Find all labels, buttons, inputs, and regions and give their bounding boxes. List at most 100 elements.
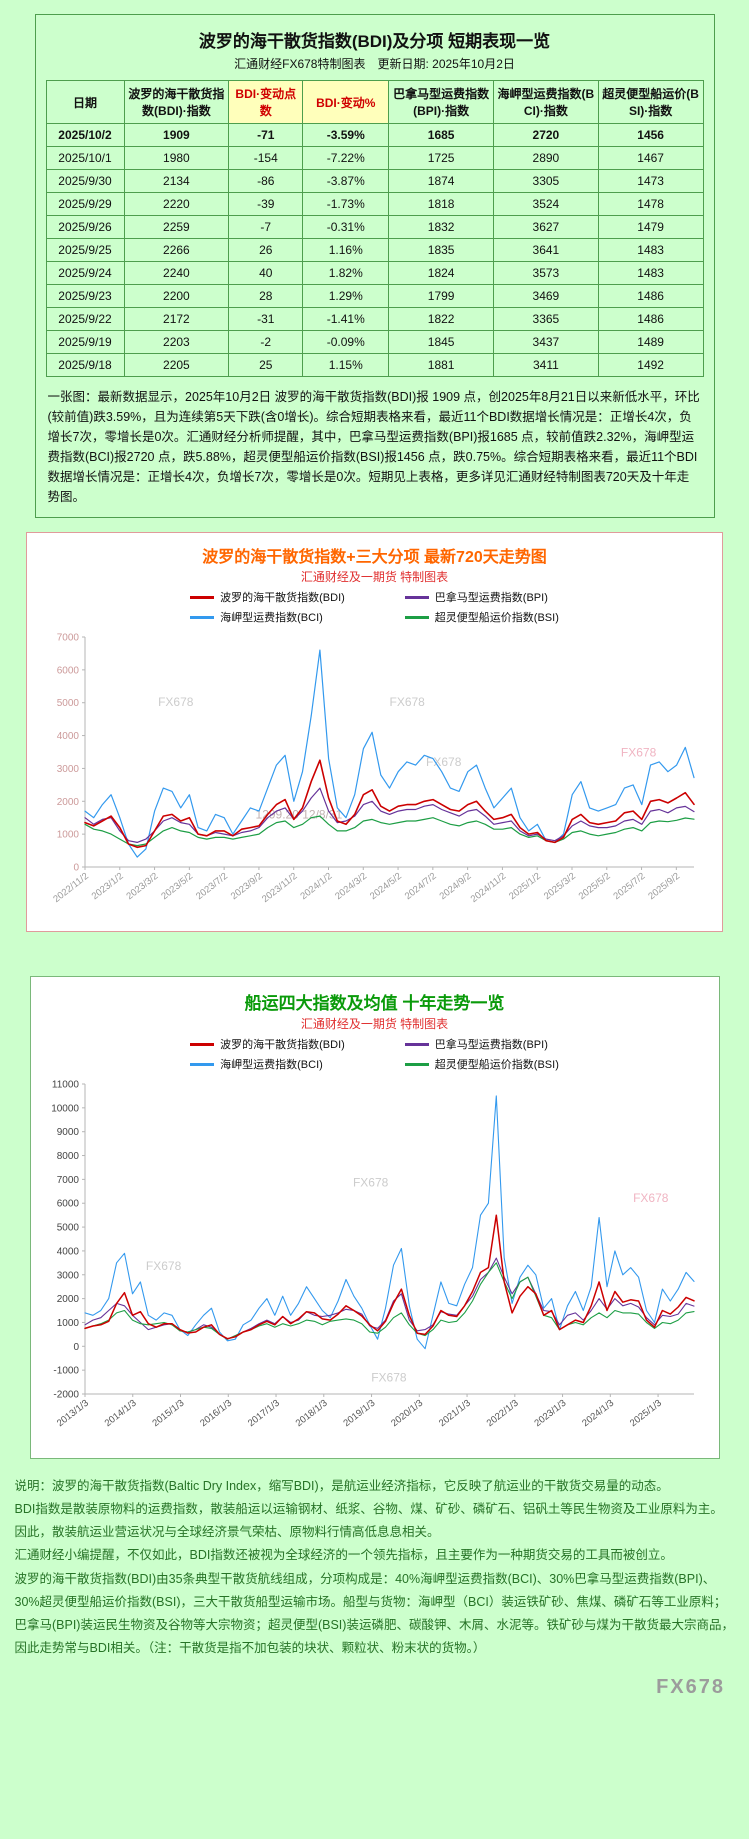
short-term-section: 波罗的海干散货指数(BDI)及分项 短期表现一览 汇通财经FX678特制图表 更… xyxy=(34,14,715,518)
value-cell: 1881 xyxy=(388,353,494,377)
value-cell: 3469 xyxy=(493,284,599,308)
value-cell: 28 xyxy=(228,284,304,308)
value-cell: 1980 xyxy=(123,146,230,170)
legend-swatch-icon xyxy=(190,1042,215,1046)
table-row: 2025/9/22 2172 -31 -1.41% 1822 3365 1486 xyxy=(45,307,704,331)
legend-item: 巴拿马型运费指数(BPI) xyxy=(404,1036,559,1052)
value-cell: 1479 xyxy=(597,215,704,239)
svg-text:-1000: -1000 xyxy=(53,1366,79,1377)
legend-label: 巴拿马型运费指数(BPI) xyxy=(434,1039,548,1051)
svg-text:2016/1/3: 2016/1/3 xyxy=(198,1398,234,1429)
value-cell: -1.73% xyxy=(302,192,390,216)
chart-720d-subtitle: 汇通财经及一期货 特制图表 xyxy=(300,570,449,584)
value-cell: -0.31% xyxy=(302,215,390,239)
value-cell: 1874 xyxy=(388,169,494,193)
date-cell: 2025/9/22 xyxy=(45,307,125,331)
value-cell: 2134 xyxy=(123,169,230,193)
legend-swatch-icon xyxy=(404,615,429,619)
svg-text:FX678: FX678 xyxy=(371,1371,407,1385)
svg-text:7000: 7000 xyxy=(57,633,80,644)
value-cell: 2720 xyxy=(493,123,599,147)
value-cell: 1818 xyxy=(388,192,494,216)
value-cell: 2205 xyxy=(123,353,230,377)
table-row: 2025/9/18 2205 25 1.15% 1881 3411 1492 xyxy=(45,353,704,377)
value-cell: 1909 xyxy=(123,123,230,147)
value-cell: 1799 xyxy=(388,284,494,308)
value-cell: 1486 xyxy=(597,307,704,331)
bdi-description: 说明：波罗的海干散货指数(Baltic Dry Index，缩写BDI)，是航运… xyxy=(14,1479,734,1655)
value-cell: -31 xyxy=(228,307,304,331)
table-row: 2025/9/23 2200 28 1.29% 1799 3469 1486 xyxy=(45,284,704,308)
legend-item: 超灵便型船运价指数(BSI) xyxy=(404,609,559,625)
value-cell: 3365 xyxy=(493,307,599,331)
value-cell: 1685 xyxy=(388,123,494,147)
value-cell: -71 xyxy=(228,123,304,147)
value-cell: 1478 xyxy=(597,192,704,216)
svg-text:6000: 6000 xyxy=(57,665,80,676)
svg-text:FX678: FX678 xyxy=(621,746,657,760)
svg-text:3000: 3000 xyxy=(57,764,80,775)
svg-text:FX678: FX678 xyxy=(633,1191,669,1205)
value-cell: 1725 xyxy=(388,146,494,170)
value-cell: 3641 xyxy=(493,238,599,262)
svg-text:2024/1/3: 2024/1/3 xyxy=(580,1398,616,1429)
value-cell: -39 xyxy=(228,192,304,216)
value-cell: -2 xyxy=(228,330,304,354)
value-cell: 40 xyxy=(228,261,304,285)
svg-text:2023/1/2: 2023/1/2 xyxy=(90,871,126,902)
legend-label: 超灵便型船运价指数(BSI) xyxy=(434,1059,559,1071)
value-cell: -1.41% xyxy=(302,307,390,331)
svg-text:2023/9/2: 2023/9/2 xyxy=(229,871,265,902)
value-cell: 1456 xyxy=(597,123,704,147)
svg-text:-2000: -2000 xyxy=(53,1390,79,1401)
table-header-row: 日期 波罗的海干散货指数(BDI)·指数 BDI·变动点数 BDI·变动% 巴拿… xyxy=(45,80,704,124)
value-cell: 1.15% xyxy=(302,353,390,377)
svg-text:2022/11/2: 2022/11/2 xyxy=(51,871,91,905)
svg-text:FX678: FX678 xyxy=(390,695,426,709)
legend-item: 波罗的海干散货指数(BDI) xyxy=(190,589,345,605)
value-cell: 1473 xyxy=(597,169,704,193)
chart-720d-section: 波罗的海干散货指数+三大分项 最新720天走势图 汇通财经及一期货 特制图表 波… xyxy=(26,532,723,932)
svg-text:2014/1/3: 2014/1/3 xyxy=(103,1398,139,1429)
col-header-change-points: BDI·变动点数 xyxy=(228,80,304,124)
value-cell: 1492 xyxy=(597,353,704,377)
legend-item: 巴拿马型运费指数(BPI) xyxy=(404,589,559,605)
value-cell: 3305 xyxy=(493,169,599,193)
value-cell: 1835 xyxy=(388,238,494,262)
date-cell: 2025/9/30 xyxy=(45,169,125,193)
svg-text:2018/1/3: 2018/1/3 xyxy=(294,1398,330,1429)
svg-text:2019/1/3: 2019/1/3 xyxy=(341,1398,377,1429)
table-row: 2025/9/19 2203 -2 -0.09% 1845 3437 1489 xyxy=(45,330,704,354)
svg-text:2025/3/2: 2025/3/2 xyxy=(542,871,578,902)
svg-text:2024/11/2: 2024/11/2 xyxy=(469,871,509,905)
svg-text:5000: 5000 xyxy=(57,698,80,709)
chart-720d-canvas: 010002000300040005000600070002022/11/220… xyxy=(51,633,695,905)
svg-text:2025/5/2: 2025/5/2 xyxy=(577,871,613,902)
svg-text:4000: 4000 xyxy=(57,731,80,742)
svg-text:10000: 10000 xyxy=(51,1103,79,1114)
legend-swatch-icon xyxy=(404,1062,429,1066)
value-cell: -0.09% xyxy=(302,330,390,354)
svg-text:FX678: FX678 xyxy=(353,1175,389,1189)
value-cell: 1489 xyxy=(597,330,704,354)
chart-720d-title: 波罗的海干散货指数+三大分项 最新720天走势图 xyxy=(202,549,547,566)
svg-text:11000: 11000 xyxy=(52,1080,80,1091)
legend-item: 波罗的海干散货指数(BDI) xyxy=(190,1036,345,1052)
svg-text:3000: 3000 xyxy=(57,1270,80,1281)
legend-item: 超灵便型船运价指数(BSI) xyxy=(404,1056,559,1072)
value-cell: 3524 xyxy=(493,192,599,216)
section-title: 波罗的海干散货指数(BDI)及分项 短期表现一览 xyxy=(198,32,551,51)
date-cell: 2025/9/25 xyxy=(45,238,125,262)
col-header-bci: 海岬型运费指数(BCI)·指数 xyxy=(493,80,599,124)
legend-swatch-icon xyxy=(404,1042,429,1046)
table-body: 2025/10/2 1909 -71 -3.59% 1685 2720 1456 2025/1… xyxy=(45,123,704,377)
value-cell: 1832 xyxy=(388,215,494,239)
legend-label: 海岬型运费指数(BCI) xyxy=(220,1059,323,1071)
table-row: 2025/9/29 2220 -39 -1.73% 1818 3524 1478 xyxy=(45,192,704,216)
value-cell: 25 xyxy=(228,353,304,377)
col-header-bdi: 波罗的海干散货指数(BDI)·指数 xyxy=(123,80,230,124)
svg-text:2015/1/3: 2015/1/3 xyxy=(150,1398,186,1429)
chart-10y-legend: 波罗的海干散货指数(BDI) 巴拿马型运费指数(BPI) 海岬型运费指数(BCI) 超… xyxy=(35,1036,715,1072)
col-header-date: 日期 xyxy=(45,80,125,124)
value-cell: 1467 xyxy=(597,146,704,170)
